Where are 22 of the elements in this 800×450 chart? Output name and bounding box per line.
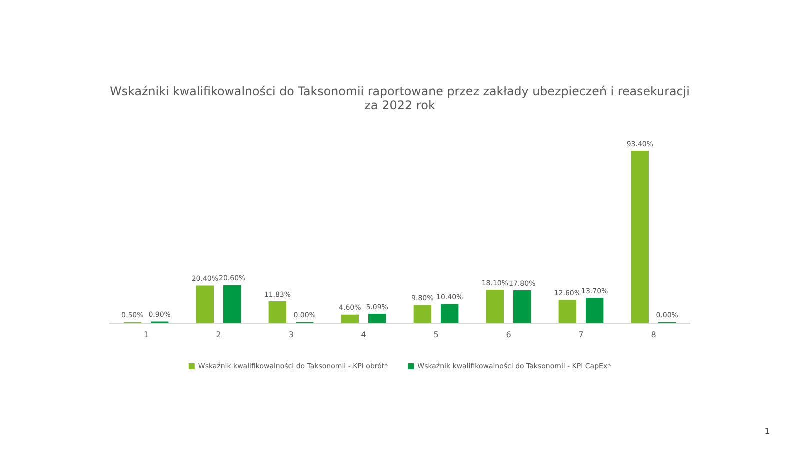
bar xyxy=(414,305,432,324)
x-tick-label: 4 xyxy=(361,330,366,340)
bar xyxy=(486,290,504,324)
x-tick-label: 2 xyxy=(216,330,222,340)
chart-title: Wskaźniki kwalifikowalności do Taksonomii raportowane przez zakłady ubezpieczeń i reasekuracji za 2022 rok xyxy=(110,84,690,113)
bar xyxy=(368,314,386,324)
x-tick-label: 3 xyxy=(288,330,294,340)
x-tick-label: 5 xyxy=(434,330,439,340)
bar xyxy=(631,150,649,324)
x-tick-label: 6 xyxy=(506,330,512,340)
bar xyxy=(514,290,532,324)
x-tick-label: 7 xyxy=(578,330,584,340)
bar xyxy=(341,314,359,324)
x-tick-label: 8 xyxy=(651,330,656,340)
bar xyxy=(558,300,576,324)
bar xyxy=(586,298,604,324)
text: 1 xyxy=(764,427,770,436)
bar xyxy=(196,286,214,324)
x-tick-label: 1 xyxy=(144,330,149,340)
bar xyxy=(268,302,286,324)
bar xyxy=(441,304,459,324)
bar xyxy=(224,285,242,324)
